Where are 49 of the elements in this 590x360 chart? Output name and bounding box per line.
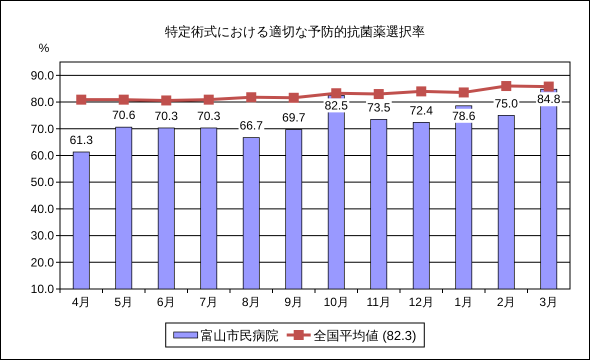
- data-label: 66.7: [240, 118, 264, 133]
- point: [331, 88, 342, 98]
- legend-label: 全国平均値 (82.3): [314, 328, 416, 343]
- y-tick-label: 50.0: [30, 175, 54, 190]
- point: [76, 94, 86, 105]
- data-label: 69.7: [282, 110, 306, 125]
- data-label: 70.3: [197, 108, 221, 123]
- data-label: 73.5: [367, 100, 391, 114]
- x-tick-label: 9月: [284, 295, 304, 309]
- y-tick-label: 90.0: [30, 68, 54, 82]
- y-tick-label: 80.0: [30, 95, 54, 110]
- point: [161, 95, 172, 106]
- point: [246, 92, 256, 102]
- point: [544, 82, 554, 92]
- x-tick-label: 3月: [539, 295, 558, 309]
- y-axis-title: %: [38, 41, 50, 55]
- point: [374, 89, 384, 100]
- x-tick-label: 12月: [408, 295, 434, 309]
- data-label: 78.6: [452, 108, 476, 123]
- point: [204, 94, 214, 105]
- point: [416, 86, 426, 96]
- y-tick-label: 30.0: [30, 228, 54, 243]
- x-tick-label: 7月: [199, 295, 218, 309]
- y-tick-label: 70.0: [30, 122, 54, 136]
- y-tick-label: 10.0: [30, 282, 54, 296]
- legend-label: 富山市民病院: [200, 328, 279, 343]
- y-tick-label: 20.0: [30, 255, 54, 270]
- x-tick-label: 6月: [156, 295, 176, 309]
- chart-title: 特定術式における適切な予防的抗菌薬選択率: [165, 24, 425, 39]
- x-tick-label: 5月: [114, 295, 134, 309]
- data-label: 70.6: [112, 108, 136, 122]
- point: [458, 87, 469, 98]
- x-tick-label: 2月: [496, 295, 516, 309]
- data-label: 61.3: [70, 133, 94, 147]
- data-label: 82.5: [324, 98, 348, 112]
- x-tick-label: 8月: [242, 295, 261, 309]
- x-tick-label: 10月: [324, 295, 349, 309]
- y-tick-label: 40.0: [30, 202, 54, 216]
- data-label: 75.0: [494, 96, 518, 110]
- x-tick-label: 1月: [454, 295, 474, 309]
- x-tick-label: 11月: [366, 295, 391, 309]
- y-tick-label: 60.0: [30, 148, 54, 162]
- data-label: 84.8: [537, 92, 561, 106]
- point: [501, 81, 512, 92]
- point: [118, 94, 129, 105]
- x-tick-label: 4月: [72, 295, 91, 309]
- data-label: 72.4: [410, 103, 434, 118]
- data-label: 70.3: [154, 108, 178, 123]
- point: [288, 92, 299, 103]
